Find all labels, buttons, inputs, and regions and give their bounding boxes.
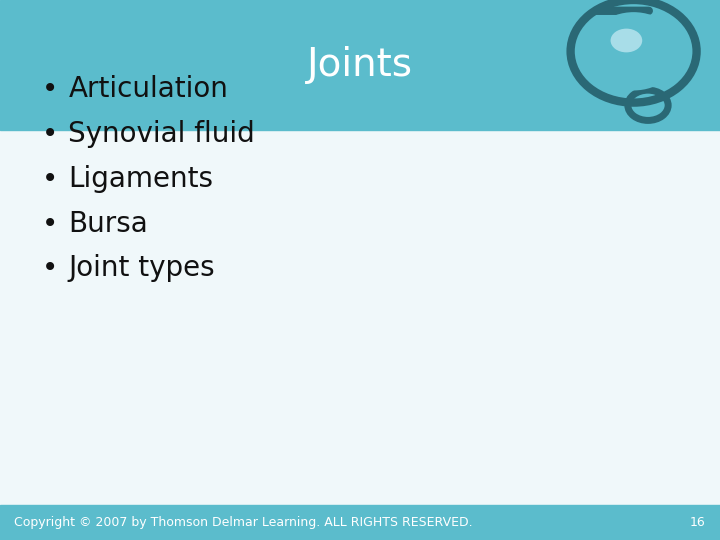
Text: Bursa: Bursa: [68, 210, 148, 238]
Text: •: •: [42, 165, 58, 193]
Text: Joint types: Joint types: [68, 254, 215, 282]
Text: •: •: [42, 120, 58, 148]
Text: •: •: [42, 210, 58, 238]
Text: Ligaments: Ligaments: [68, 165, 213, 193]
Text: Joints: Joints: [307, 46, 413, 84]
Text: •: •: [42, 254, 58, 282]
Bar: [0, 505, 720, 540]
Text: Synovial fluid: Synovial fluid: [68, 120, 255, 148]
Text: Copyright © 2007 by Thomson Delmar Learning. ALL RIGHTS RESERVED.: Copyright © 2007 by Thomson Delmar Learn…: [14, 516, 473, 529]
Text: •: •: [42, 75, 58, 103]
Ellipse shape: [587, 12, 680, 91]
Text: 16: 16: [690, 516, 706, 529]
Bar: [0, 0, 720, 130]
Circle shape: [611, 29, 642, 52]
Bar: [0, 130, 720, 505]
Text: Articulation: Articulation: [68, 75, 228, 103]
